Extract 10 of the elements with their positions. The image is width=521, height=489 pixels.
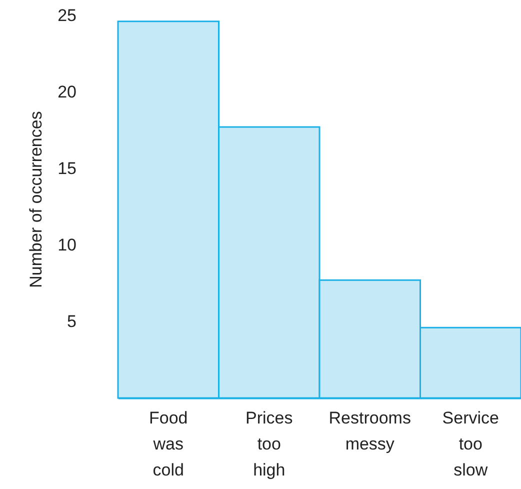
y-tick-label: 10 [58,235,76,254]
y-axis-title: Number of occurrences [26,111,46,288]
y-tick-label: 15 [58,158,76,178]
y-tick-label: 20 [58,82,76,102]
x-tick-label: Restrooms messy [328,408,411,454]
y-tick-label: 5 [67,312,76,331]
x-tick-label: Food was cold [149,408,188,480]
y-tick-label: 25 [58,6,76,25]
x-tick-label: Prices too high [246,408,293,480]
x-tick-label: Service too slow [442,408,499,480]
